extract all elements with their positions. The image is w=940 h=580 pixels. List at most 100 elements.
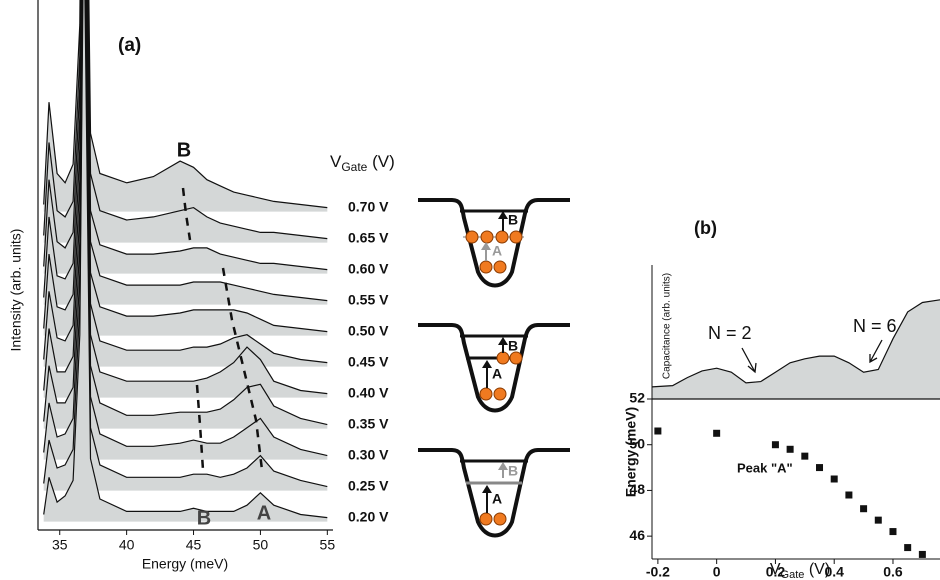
spectrum — [43, 0, 328, 333]
panel-label: (a) — [118, 35, 141, 56]
capacitance-plot — [652, 299, 940, 399]
data-point — [918, 550, 926, 558]
y-tick-label: 48 — [629, 481, 645, 497]
series-label: 0.25 V — [348, 477, 389, 493]
spectrum — [43, 0, 328, 395]
x-tick-label: 0.4 — [824, 564, 844, 580]
peak-guide — [221, 267, 264, 471]
arrow-head — [481, 242, 491, 250]
spectrum — [43, 0, 328, 488]
transition-label: B — [508, 212, 518, 228]
spectrum — [43, 0, 328, 302]
panel-a-traces — [43, 0, 328, 522]
x-tick-label: 0.6 — [883, 564, 903, 580]
annotation: N = 2 — [708, 323, 752, 343]
x-label-sub: Gate — [781, 569, 805, 580]
transition-label: A — [492, 491, 502, 507]
trace-fill — [43, 0, 328, 212]
arrow-head — [482, 360, 492, 368]
spectrum — [43, 0, 328, 364]
trace-fill — [43, 0, 328, 274]
electron — [509, 230, 523, 244]
potential-well — [418, 448, 570, 538]
arrow-head — [498, 337, 508, 345]
data-point — [771, 441, 779, 449]
series-label: 0.70 V — [348, 198, 389, 214]
electron — [479, 512, 493, 526]
arrow — [741, 347, 757, 374]
transition-label: B — [508, 338, 518, 354]
y-tick-label: 46 — [629, 527, 645, 543]
data-point — [816, 464, 824, 472]
x-tick-label: 40 — [119, 537, 135, 553]
spectrum — [43, 0, 328, 271]
spectrum — [43, 0, 328, 519]
electron — [495, 230, 509, 244]
electron — [465, 230, 479, 244]
potential-well — [418, 323, 570, 413]
x-label-main: V — [770, 561, 781, 578]
x-tick-label: -0.2 — [646, 564, 670, 580]
capacitance-line — [652, 299, 940, 388]
arrow-head — [498, 462, 508, 470]
data-point — [874, 516, 882, 524]
peak-label: B — [197, 507, 211, 529]
series-label: 0.40 V — [348, 384, 389, 400]
transition-label: A — [492, 366, 502, 382]
x-axis-label: VGate (V) — [770, 561, 830, 580]
x-tick-label: 35 — [52, 537, 68, 553]
arrow — [869, 339, 883, 364]
panel-label: (b) — [694, 218, 717, 238]
data-point — [889, 528, 897, 536]
electron — [480, 230, 494, 244]
panel-a: 35 40 45 50 55 0.70 V 0.65 V 0.60 V 0.55 V 0.50 V… — [37, 0, 389, 553]
y-tick-label: 52 — [629, 390, 645, 406]
transition-label: A — [492, 243, 502, 259]
x-tick-label: 45 — [186, 537, 202, 553]
electron — [493, 260, 507, 274]
panel-b: 46 48 50 52 -0.2 0 0.2 0.4 0.6 — [629, 265, 940, 580]
arrow-head — [498, 211, 508, 219]
legend-title-sub: Gate — [341, 160, 367, 174]
data-point — [801, 452, 809, 460]
trace-fill — [43, 0, 328, 367]
x-tick-label: 50 — [253, 537, 269, 553]
series-label: 0.30 V — [348, 446, 389, 462]
y-tick-label: 50 — [629, 435, 645, 451]
annotation: N = 6 — [853, 316, 897, 336]
electron — [509, 351, 523, 365]
electron — [496, 351, 510, 365]
trace-fill — [43, 0, 328, 243]
x-tick-label: 0.2 — [766, 564, 786, 580]
y-axis-label: Capacitance (arb. units) — [662, 273, 673, 379]
legend-title-main: V — [330, 152, 342, 171]
series-label: 0.55 V — [348, 291, 389, 307]
series-label: 0.60 V — [348, 260, 389, 276]
trace-fill — [43, 0, 328, 336]
legend-title: VGate (V) — [330, 152, 395, 174]
series-label: 0.35 V — [348, 415, 389, 431]
data-point — [904, 544, 912, 552]
arrow-head — [482, 485, 492, 493]
data-point — [713, 429, 721, 437]
series-label: 0.45 V — [348, 353, 389, 369]
spectrum — [43, 0, 328, 240]
x-label-unit: (V) — [804, 561, 830, 578]
series-label: 0.65 V — [348, 229, 389, 245]
x-axis-label: Energy (meV) — [142, 556, 228, 572]
y-axis-label: Energy (meV) — [623, 407, 639, 497]
trace-fill — [43, 0, 328, 305]
electron — [493, 512, 507, 526]
data-point — [860, 505, 868, 513]
data-point — [845, 491, 853, 499]
y-axis-label: Intensity (arb. units) — [8, 229, 24, 352]
potential-well — [418, 198, 570, 288]
x-tick-label: 55 — [320, 537, 336, 553]
annotation: Peak "A" — [737, 460, 793, 475]
peak-label: A — [257, 502, 271, 524]
data-point — [786, 445, 794, 453]
legend-title-unit: (V) — [367, 152, 394, 171]
